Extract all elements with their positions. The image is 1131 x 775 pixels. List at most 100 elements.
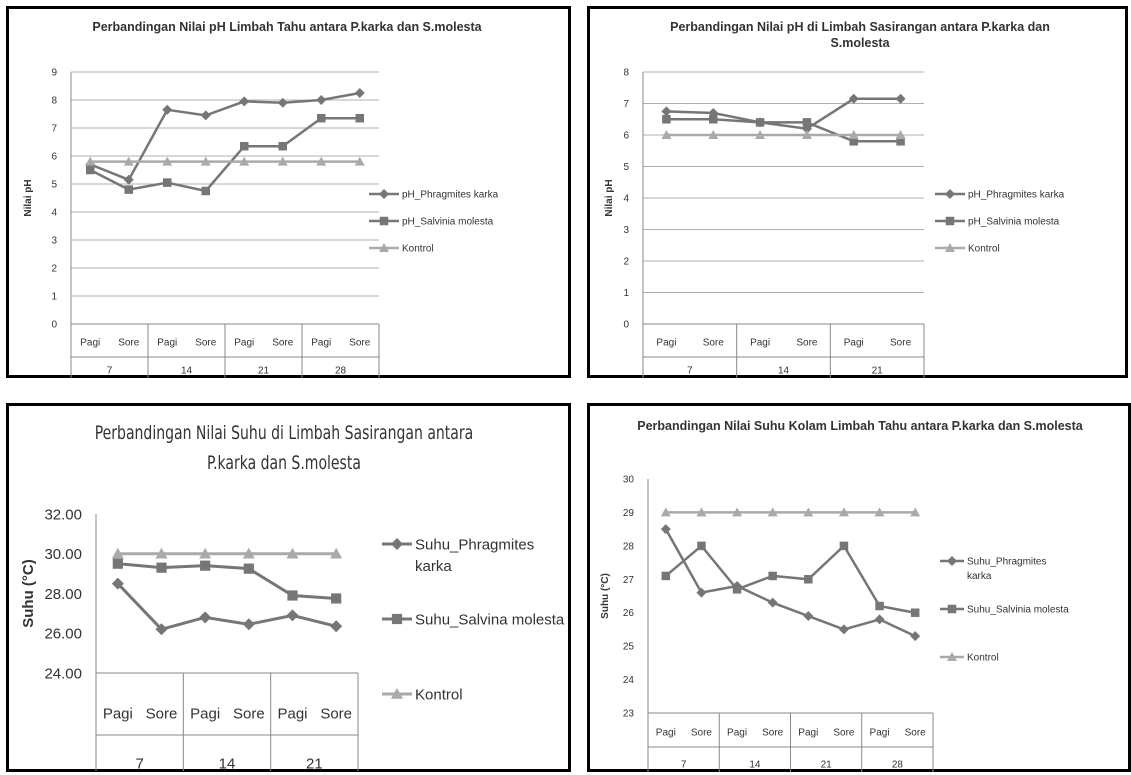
x-group-label: 14 [219, 755, 236, 772]
y-tick-label: 28.00 [44, 586, 82, 603]
legend-label: pH_Phragmites karka [402, 190, 499, 201]
triangle-marker [661, 130, 672, 139]
triangle-marker [767, 507, 778, 517]
x-tick-label: Pagi [727, 728, 747, 739]
x-group-label: 21 [872, 366, 884, 377]
x-group-label: 7 [681, 760, 687, 771]
triangle-marker [708, 130, 719, 139]
square-marker [163, 178, 172, 187]
x-tick-label: Pagi [234, 338, 254, 349]
diamond-marker [848, 93, 859, 104]
y-tick-label: 25 [623, 642, 635, 653]
legend-label: Suhu_Salvinia molesta [967, 605, 1069, 616]
chart-panel-ph-tahu: Perbandingan Nilai pH Limbah Tahu antara… [6, 6, 571, 378]
x-tick-label: Sore [146, 705, 178, 722]
y-tick-label: 1 [51, 292, 57, 303]
triangle-marker [895, 130, 906, 139]
square-marker [200, 560, 211, 571]
legend-label: Kontrol [415, 686, 463, 703]
x-group-label: 7 [107, 366, 113, 377]
x-tick-label: Pagi [80, 338, 100, 349]
square-marker [124, 185, 133, 194]
legend-label: Kontrol [402, 244, 434, 255]
chart-panel-suhu-tahu: Perbandingan Nilai Suhu Kolam Limbah Tah… [587, 403, 1131, 772]
x-group-label: 28 [335, 366, 347, 377]
x-group-label: 28 [892, 760, 904, 771]
triangle-marker [155, 547, 168, 559]
square-marker [755, 118, 765, 127]
diamond-marker [910, 631, 921, 642]
y-axis-label: Nilai pH [604, 179, 615, 216]
square-marker [849, 137, 858, 146]
diamond-marker [803, 611, 814, 622]
y-tick-label: 4 [623, 194, 629, 205]
diamond-marker [945, 189, 955, 199]
square-marker [278, 141, 287, 151]
legend-label: Suhu_Phragmites karka [967, 557, 1047, 583]
series-line [666, 118, 901, 143]
series-line [116, 582, 337, 631]
diamond-marker [660, 524, 671, 535]
square-marker [697, 541, 706, 551]
legend-label: Kontrol [968, 244, 1000, 255]
diamond-marker [895, 93, 906, 104]
y-tick-label: 0 [623, 320, 629, 331]
triangle-marker [199, 547, 212, 559]
series-line [117, 562, 337, 600]
x-tick-label: Pagi [798, 728, 818, 739]
y-tick-label: 5 [623, 162, 629, 173]
x-group-label: 7 [687, 366, 693, 377]
diamond-marker [199, 611, 212, 624]
chart-svg: 23 24 25 26 27 28 29 30 Suhu (°C) Pagi Sore Pagi Sor… [600, 475, 1069, 772]
square-marker [86, 165, 95, 175]
x-group-label: 7 [135, 755, 143, 772]
triangle-marker [123, 156, 134, 166]
chart-svg: 24.00 26.00 28.00 30.00 32.00 Suhu (°C) Pagi So… [20, 506, 565, 772]
square-marker [662, 115, 671, 124]
y-axis-label: Suhu (°C) [20, 559, 37, 627]
y-tick-label: 27 [623, 575, 635, 586]
series-line [664, 528, 916, 638]
triangle-marker [945, 243, 955, 252]
triangle-marker [316, 156, 327, 166]
square-marker [768, 571, 777, 581]
square-marker [317, 113, 326, 123]
square-marker [355, 113, 364, 123]
triangle-marker [85, 156, 96, 166]
triangle-marker [803, 507, 814, 517]
x-tick-label: Sore [195, 338, 217, 349]
chart-svg: 0 1 2 3 4 5 6 7 8 Nilai pH Pagi Sore Pagi Sore Pagi Sor… [604, 68, 1065, 378]
y-tick-label: 32.00 [44, 506, 82, 523]
diamond-marker [696, 587, 707, 598]
diamond-marker [316, 95, 327, 105]
chart-title: Perbandingan Nilai Suhu di Limbah Sasira… [94, 422, 474, 474]
diamond-marker [874, 614, 885, 625]
x-tick-label: Pagi [870, 728, 890, 739]
x-group-label: 14 [181, 366, 193, 377]
diamond-marker [155, 623, 168, 636]
triangle-marker [947, 652, 957, 661]
square-marker [240, 141, 249, 151]
triangle-marker [239, 156, 250, 166]
x-tick-label: Sore [349, 338, 371, 349]
triangle-marker [330, 547, 343, 559]
triangle-marker [391, 688, 403, 699]
legend-label: Suhu_Phragmites karka [415, 536, 534, 575]
diamond-marker [354, 88, 365, 98]
square-marker [910, 608, 920, 617]
triangle-marker [286, 547, 299, 559]
x-tick-label: Sore [796, 338, 818, 349]
diamond-marker [239, 96, 250, 107]
y-tick-label: 24.00 [44, 665, 82, 682]
y-tick-label: 8 [623, 68, 629, 79]
chart-title: Perbandingan Nilai Suhu Kolam Limbah Tah… [637, 419, 1083, 433]
triangle-marker [242, 547, 255, 559]
triangle-marker [277, 156, 288, 166]
y-tick-label: 30 [623, 475, 635, 486]
triangle-marker [200, 156, 211, 166]
legend-label: pH_Phragmites karka [968, 190, 1065, 201]
x-tick-label: Pagi [311, 338, 331, 349]
diamond-marker [123, 174, 134, 185]
square-marker [802, 118, 812, 127]
square-marker [661, 571, 671, 581]
